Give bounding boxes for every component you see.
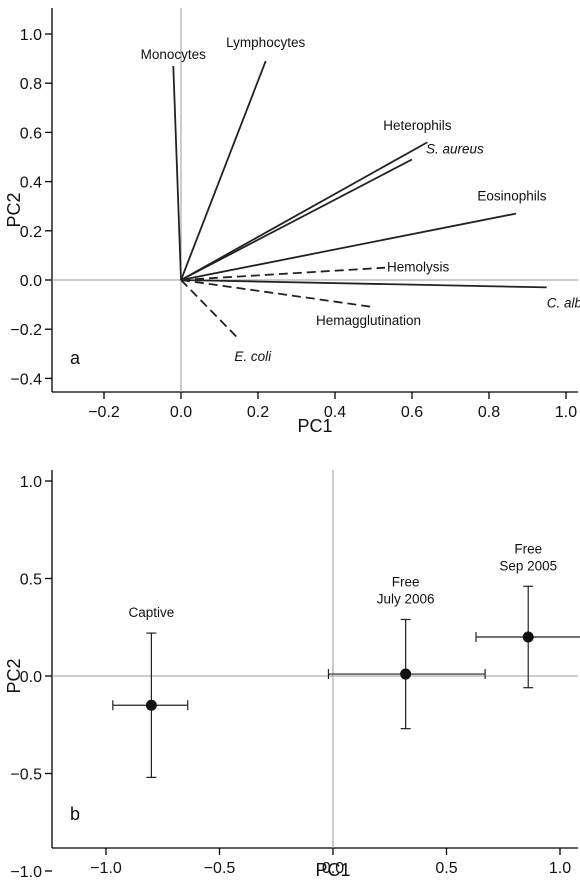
y-tick-label: 0.5 [20, 572, 42, 589]
y-tick-label: −0.4 [10, 371, 42, 388]
loading-vector-eosinophils [180, 212, 517, 281]
y-axis-label: PC2 [4, 192, 24, 227]
y-tick-label: 0.4 [20, 175, 42, 192]
x-tick-label: 1.0 [555, 404, 577, 421]
vector-label: C. albicans [547, 295, 580, 310]
loading-vector-lymphocytes [180, 60, 267, 281]
point-label: July 2006 [377, 591, 435, 606]
vector-label: S. aureus [426, 141, 484, 156]
panel-label: a [70, 348, 81, 368]
vector-label: Heterophils [383, 118, 452, 133]
panel-b-scatter: −1.0 −0.5 0.0 0.5 1.0 −1.0 −0.5 0.0 0.5 1.0 PC1 PC2… [4, 470, 580, 880]
x-axis-label: PC1 [315, 860, 350, 880]
vector-label: Eosinophils [477, 189, 546, 204]
y-tick-label: −0.2 [10, 322, 42, 339]
y-tick-label: 1.0 [20, 27, 42, 44]
point-label: Free [392, 574, 420, 589]
y-tick-label: 0.8 [20, 76, 42, 93]
y-tick-label: 0.6 [20, 125, 42, 142]
loading-vector-hemagglutination [180, 279, 374, 308]
vector-label: Hemagglutination [316, 313, 421, 328]
x-tick-label: 0.6 [401, 404, 423, 421]
point-label: Free [514, 541, 542, 556]
y-tick-label: 0.0 [20, 669, 42, 686]
x-tick-label: 0.2 [247, 404, 269, 421]
y-tick-label: −1.0 [10, 864, 42, 880]
loading-vector-c-albicans [180, 279, 547, 289]
x-tick-label: 0.4 [324, 404, 346, 421]
loading-vector-e-coli [180, 279, 240, 340]
x-tick-label: −1.0 [90, 860, 122, 877]
x-tick-label: −0.5 [204, 860, 236, 877]
vector-label: E. coli [234, 349, 272, 364]
loading-vector-heterophils [180, 141, 428, 281]
loading-vector-monocytes [172, 65, 182, 281]
x-axis-label: PC1 [297, 416, 332, 436]
panel-label: b [70, 804, 80, 824]
vector-label: Lymphocytes [226, 35, 305, 50]
y-tick-label: −0.5 [10, 767, 42, 784]
data-point [522, 631, 534, 643]
x-tick-label: −0.2 [88, 404, 120, 421]
y-tick-label: 0.2 [20, 224, 42, 241]
data-point [400, 668, 412, 680]
point-label: Sep 2005 [499, 558, 557, 573]
x-tick-label: 0.0 [322, 860, 344, 877]
vector-label: Monocytes [141, 47, 207, 62]
loading-vector-s-aureus [180, 158, 413, 281]
x-tick-label: 0.0 [170, 404, 192, 421]
y-tick-label: 1.0 [20, 474, 42, 491]
data-point [145, 699, 157, 711]
vector-label: Hemolysis [387, 259, 450, 274]
point-label: Captive [129, 605, 175, 620]
loading-vector-hemolysis [180, 266, 386, 281]
y-tick-label: 0.0 [20, 273, 42, 290]
y-axis-label: PC2 [4, 658, 24, 693]
x-tick-label: 1.0 [549, 860, 571, 877]
panel-a-biplot: −0.2 0.0 0.2 0.4 0.6 0.8 1.0 −0.4 −0.2 0.0 0.2 0.4 0… [4, 8, 580, 436]
x-tick-label: 0.5 [435, 860, 457, 877]
x-tick-label: 0.8 [478, 404, 500, 421]
